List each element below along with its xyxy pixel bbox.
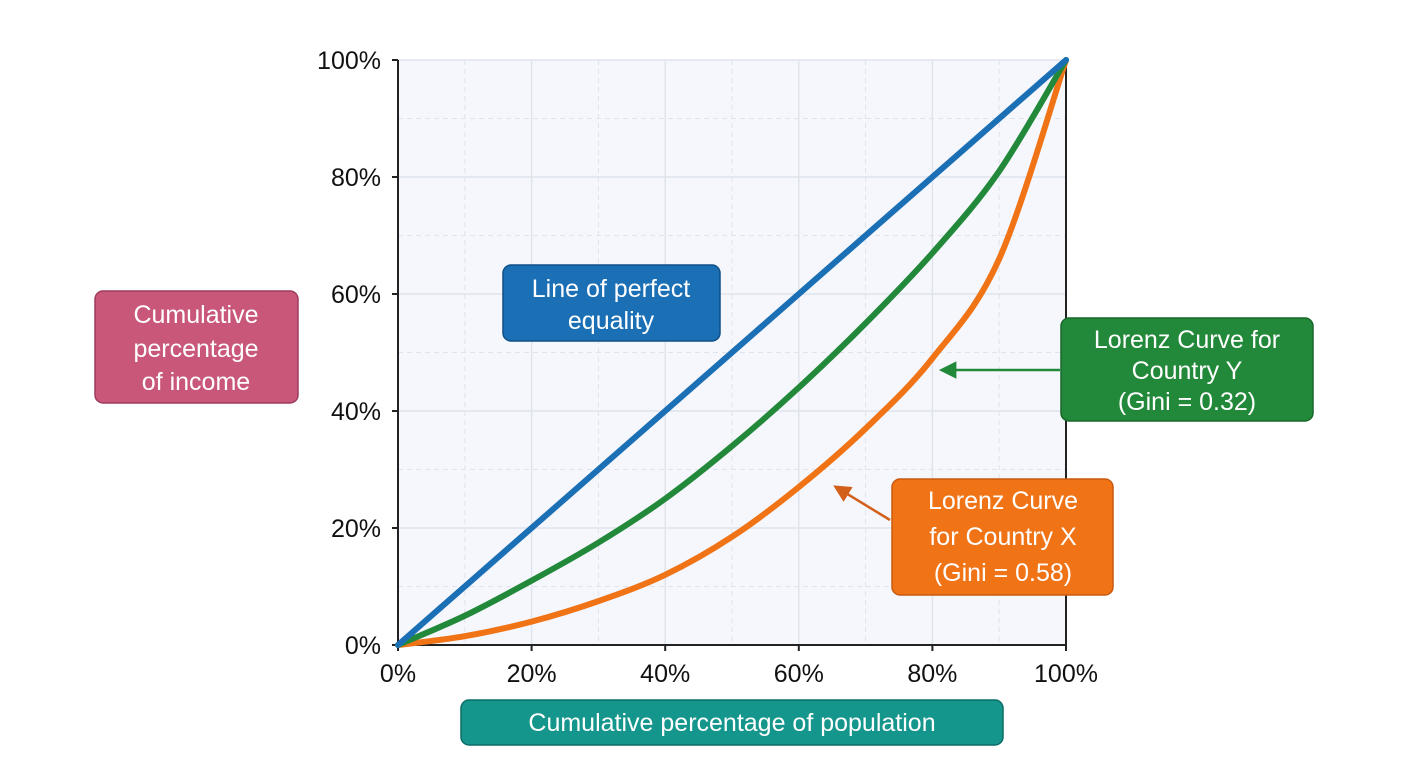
equality-annotation-line-1: Line of perfect (532, 275, 690, 303)
series-line-country-y (395, 57, 1069, 648)
y-tick-label: 100% (317, 47, 381, 75)
country-y-annotation: Lorenz Curve for Country Y (Gini = 0.32) (1060, 317, 1314, 422)
country-x-annotation-line-3: (Gini = 0.58) (934, 559, 1072, 587)
equality-annotation-box (502, 264, 721, 342)
country-x-annotation-box (891, 478, 1114, 596)
country-x-annotation-line-1: Lorenz Curve (928, 487, 1078, 515)
series-line-equality (395, 57, 1069, 648)
series-layer (395, 57, 1069, 648)
x-tick-label: 40% (640, 660, 690, 688)
x-tick-label: 100% (1034, 660, 1098, 688)
y-axis-title-box (94, 290, 299, 404)
country-y-annotation-line-2: Country Y (1132, 357, 1243, 385)
country-x-annotation-line-2: for Country X (929, 523, 1077, 551)
series-line-country-x (395, 57, 1069, 648)
country-y-annotation-line-1: Lorenz Curve for (1094, 326, 1280, 354)
x-tick-labels: 0% 20% 40% 60% 80% 100% (380, 660, 1098, 688)
equality-annotation-line-2: equality (568, 307, 655, 335)
y-tick-label: 60% (331, 281, 381, 309)
y-tick-label: 40% (331, 398, 381, 426)
y-axis-title-line-2: percentage (133, 335, 258, 363)
country-x-annotation: Lorenz Curve for Country X (Gini = 0.58) (891, 478, 1114, 596)
x-axis-title-box (460, 699, 1004, 746)
x-axis-title: Cumulative percentage of population (460, 699, 1004, 746)
country-x-arrow (833, 485, 891, 522)
x-tick-label: 60% (774, 660, 824, 688)
y-tick-label: 80% (331, 164, 381, 192)
country-y-annotation-box (1060, 317, 1314, 422)
x-tick-label: 20% (507, 660, 557, 688)
equality-annotation: Line of perfect equality (502, 264, 721, 342)
y-axis-title: Cumulative percentage of income (94, 290, 299, 404)
x-axis-title-text: Cumulative percentage of population (528, 709, 935, 737)
y-tick-labels: 0% 20% 40% 60% 80% 100% (317, 47, 381, 660)
x-tick-label: 0% (380, 660, 416, 688)
grid (398, 59, 1066, 645)
y-axis-title-line-3: of income (142, 368, 250, 396)
y-axis-title-line-1: Cumulative (133, 301, 258, 329)
y-tick-label: 0% (345, 632, 381, 660)
country-y-annotation-line-3: (Gini = 0.32) (1118, 388, 1256, 416)
y-tick-label: 20% (331, 515, 381, 543)
x-tick-label: 80% (907, 660, 957, 688)
